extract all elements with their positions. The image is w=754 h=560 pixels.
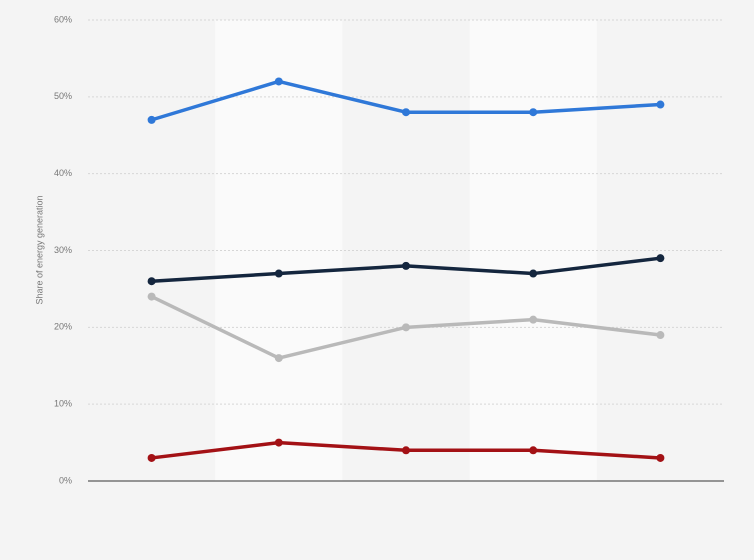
- y-tick-label: 60%: [54, 14, 72, 24]
- data-point: [402, 446, 410, 455]
- data-point: [656, 100, 665, 109]
- data-point: [656, 254, 665, 263]
- y-tick-label: 40%: [54, 168, 72, 178]
- y-axis-label: Share of energy generation: [34, 195, 44, 304]
- data-point: [402, 108, 410, 117]
- data-point: [656, 453, 665, 462]
- data-point: [147, 277, 156, 286]
- data-point: [402, 261, 410, 270]
- band: [215, 20, 343, 481]
- data-point: [147, 453, 156, 462]
- data-point: [529, 315, 538, 324]
- data-point: [274, 438, 283, 447]
- y-tick-label: 50%: [54, 91, 72, 101]
- data-point: [402, 323, 410, 332]
- data-point: [274, 77, 283, 86]
- data-point: [529, 108, 538, 117]
- y-tick-label: 0%: [59, 475, 72, 485]
- y-tick-label: 30%: [54, 245, 72, 255]
- data-point: [529, 446, 538, 455]
- data-point: [529, 269, 538, 278]
- data-point: [656, 331, 665, 340]
- data-point: [147, 292, 156, 301]
- data-point: [147, 115, 156, 124]
- y-tick-label: 20%: [54, 322, 72, 332]
- y-tick-label: 10%: [54, 399, 72, 409]
- data-point: [274, 269, 283, 278]
- data-point: [274, 354, 283, 363]
